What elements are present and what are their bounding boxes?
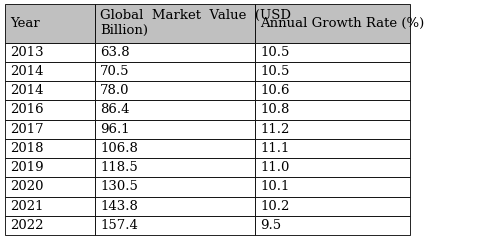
Text: 9.5: 9.5 xyxy=(260,219,281,232)
Bar xyxy=(255,139,410,158)
Bar xyxy=(5,81,95,100)
Bar xyxy=(255,196,410,216)
Bar xyxy=(95,158,255,177)
Text: 2014: 2014 xyxy=(10,65,44,78)
Text: Global  Market  Value  (USD
Billion): Global Market Value (USD Billion) xyxy=(100,9,291,37)
Text: 11.2: 11.2 xyxy=(260,123,290,136)
Text: 10.8: 10.8 xyxy=(260,103,290,116)
Text: 10.6: 10.6 xyxy=(260,84,290,97)
Text: 11.0: 11.0 xyxy=(260,161,290,174)
Text: 10.2: 10.2 xyxy=(260,200,290,213)
Text: 2013: 2013 xyxy=(10,46,44,59)
Bar xyxy=(95,43,255,62)
Bar xyxy=(95,62,255,81)
Text: 2020: 2020 xyxy=(10,180,44,193)
Bar xyxy=(5,216,95,235)
Text: 63.8: 63.8 xyxy=(100,46,130,59)
Text: 86.4: 86.4 xyxy=(100,103,129,116)
Text: 2017: 2017 xyxy=(10,123,44,136)
Bar xyxy=(95,120,255,139)
Text: 10.5: 10.5 xyxy=(260,65,290,78)
Text: 143.8: 143.8 xyxy=(100,200,138,213)
Text: 157.4: 157.4 xyxy=(100,219,138,232)
Text: Annual Growth Rate (%): Annual Growth Rate (%) xyxy=(260,17,424,30)
Bar xyxy=(5,43,95,62)
Text: 130.5: 130.5 xyxy=(100,180,138,193)
Text: 118.5: 118.5 xyxy=(100,161,138,174)
Bar xyxy=(255,62,410,81)
Bar xyxy=(255,43,410,62)
Text: 10.5: 10.5 xyxy=(260,46,290,59)
Text: 78.0: 78.0 xyxy=(100,84,129,97)
Bar xyxy=(95,139,255,158)
Bar xyxy=(255,81,410,100)
Text: 2016: 2016 xyxy=(10,103,44,116)
Text: 106.8: 106.8 xyxy=(100,142,138,155)
Text: 96.1: 96.1 xyxy=(100,123,130,136)
Text: 10.1: 10.1 xyxy=(260,180,290,193)
Bar xyxy=(95,177,255,196)
Bar xyxy=(5,120,95,139)
Text: 2022: 2022 xyxy=(10,219,44,232)
Bar xyxy=(5,139,95,158)
Bar xyxy=(255,158,410,177)
Text: 2018: 2018 xyxy=(10,142,44,155)
Bar xyxy=(5,158,95,177)
Bar xyxy=(5,100,95,120)
Bar xyxy=(255,100,410,120)
Bar xyxy=(255,4,410,43)
Bar xyxy=(5,177,95,196)
Bar xyxy=(95,81,255,100)
Bar xyxy=(255,216,410,235)
Bar xyxy=(95,216,255,235)
Bar xyxy=(95,4,255,43)
Bar xyxy=(5,4,95,43)
Text: Year: Year xyxy=(10,17,40,30)
Bar xyxy=(255,120,410,139)
Bar xyxy=(95,100,255,120)
Text: 70.5: 70.5 xyxy=(100,65,129,78)
Bar xyxy=(5,62,95,81)
Text: 11.1: 11.1 xyxy=(260,142,290,155)
Text: 2021: 2021 xyxy=(10,200,44,213)
Bar xyxy=(255,177,410,196)
Bar xyxy=(95,196,255,216)
Text: 2019: 2019 xyxy=(10,161,44,174)
Bar xyxy=(5,196,95,216)
Text: 2014: 2014 xyxy=(10,84,44,97)
